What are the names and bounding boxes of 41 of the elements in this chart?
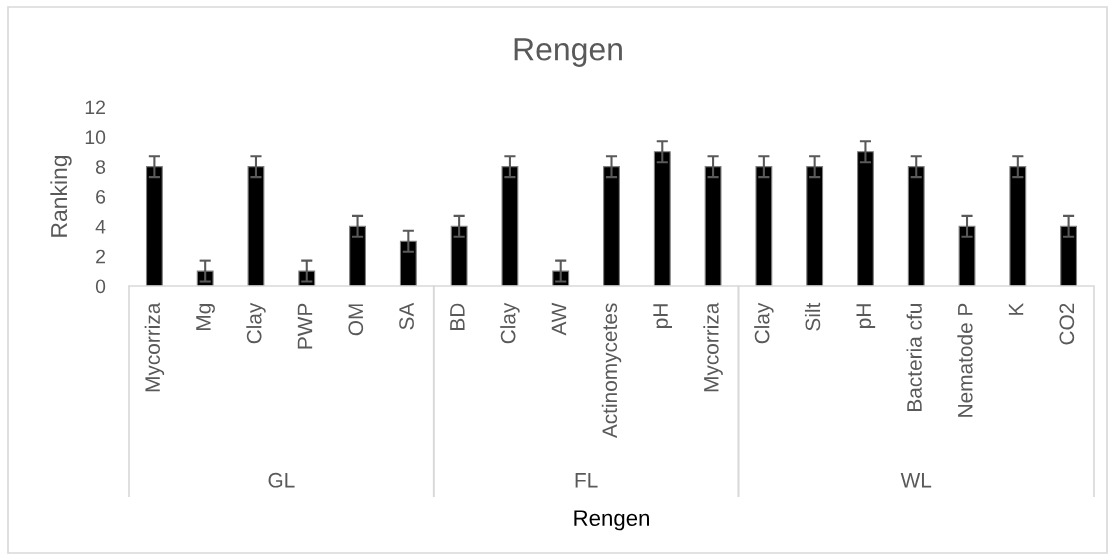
x-axis-title: FL: [575, 473, 598, 488]
x-tick-label: Mg: [196, 304, 215, 330]
x-tick-label: AW: [551, 302, 567, 336]
x-axis-title: WL: [900, 473, 932, 488]
x-tick-label: PWP: [297, 303, 313, 349]
x-tick-label: Clay: [246, 302, 266, 344]
bar: [501, 166, 519, 286]
x-tick-label: pH: [653, 304, 672, 328]
y-tick-label: 10: [85, 130, 106, 145]
bar: [450, 225, 468, 286]
y-axis-title: Ranking: [50, 155, 72, 237]
bar: [704, 166, 722, 286]
x-axis-title: GL: [268, 472, 295, 488]
bar: [653, 151, 671, 286]
x-tick-label: OM: [348, 304, 364, 336]
x-tick-label: Silt: [804, 302, 821, 331]
bar: [603, 166, 620, 286]
bar: [145, 166, 163, 286]
y-tick-label: 12: [85, 100, 105, 115]
chart-title: Rengen: [514, 38, 622, 67]
x-tick-label: pH: [856, 304, 876, 328]
y-tick-label: 2: [96, 249, 105, 264]
x-tick-label: Clay: [754, 302, 774, 344]
y-tick-label: 8: [95, 160, 106, 174]
x-tick-label: K: [1008, 302, 1024, 315]
y-tick-label: 0: [95, 279, 106, 294]
x-tick-label: Bacteria cfu: [906, 304, 922, 411]
x-tick-label: Clay: [500, 302, 520, 344]
bar: [399, 240, 417, 286]
x-tick-label: Mycorriza: [703, 302, 723, 392]
y-tick-label: 6: [96, 189, 106, 204]
y-tick-label: 4: [95, 220, 106, 234]
x-tick-label: BD: [450, 303, 465, 330]
x-tick-label: SA: [399, 302, 414, 330]
x-tick-label: Actinomycetes: [601, 303, 622, 439]
bar: [349, 225, 366, 286]
text: Rengen: [574, 510, 649, 531]
bar: [247, 166, 265, 286]
x-tick-label: CO2: [1059, 303, 1075, 345]
x-tick-label: Nematode P: [957, 303, 973, 417]
x-tick-label: Mycorriza: [144, 302, 165, 392]
